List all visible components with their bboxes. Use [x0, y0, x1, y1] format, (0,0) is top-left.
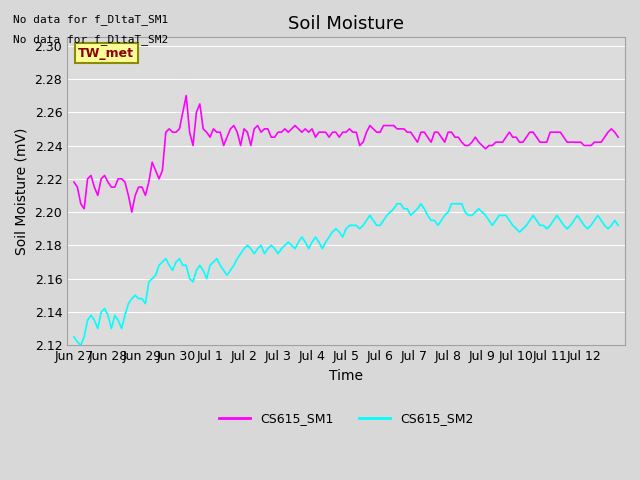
Text: No data for f_DltaT_SM1: No data for f_DltaT_SM1 [13, 14, 168, 25]
CS615_SM1 [257, 129, 265, 135]
CS615_SM1 [557, 129, 564, 135]
Title: Soil Moisture: Soil Moisture [288, 15, 404, 33]
CS615_SM2 [614, 223, 622, 228]
CS615_SM1 [278, 129, 285, 135]
CS615_SM1 [70, 179, 78, 185]
CS615_SM2 [594, 213, 602, 218]
Line: CS615_SM2: CS615_SM2 [74, 204, 618, 345]
CS615_SM1 [594, 139, 602, 145]
CS615_SM1 [529, 129, 537, 135]
Text: TW_met: TW_met [78, 47, 134, 60]
CS615_SM1 [227, 126, 234, 132]
CS615_SM1 [128, 209, 136, 215]
Legend: CS615_SM1, CS615_SM2: CS615_SM1, CS615_SM2 [214, 407, 478, 430]
CS615_SM1 [182, 93, 190, 98]
Text: No data for f_DltaT_SM2: No data for f_DltaT_SM2 [13, 34, 168, 45]
CS615_SM1 [614, 134, 622, 140]
CS615_SM2 [274, 251, 282, 257]
X-axis label: Time: Time [329, 369, 363, 383]
CS615_SM2 [529, 213, 537, 218]
Y-axis label: Soil Moisture (mV): Soil Moisture (mV) [15, 128, 29, 255]
CS615_SM2 [77, 342, 84, 348]
CS615_SM2 [393, 201, 401, 206]
Line: CS615_SM1: CS615_SM1 [74, 96, 618, 212]
CS615_SM2 [557, 217, 564, 223]
CS615_SM2 [70, 334, 78, 340]
CS615_SM2 [254, 246, 262, 252]
CS615_SM2 [223, 273, 231, 278]
